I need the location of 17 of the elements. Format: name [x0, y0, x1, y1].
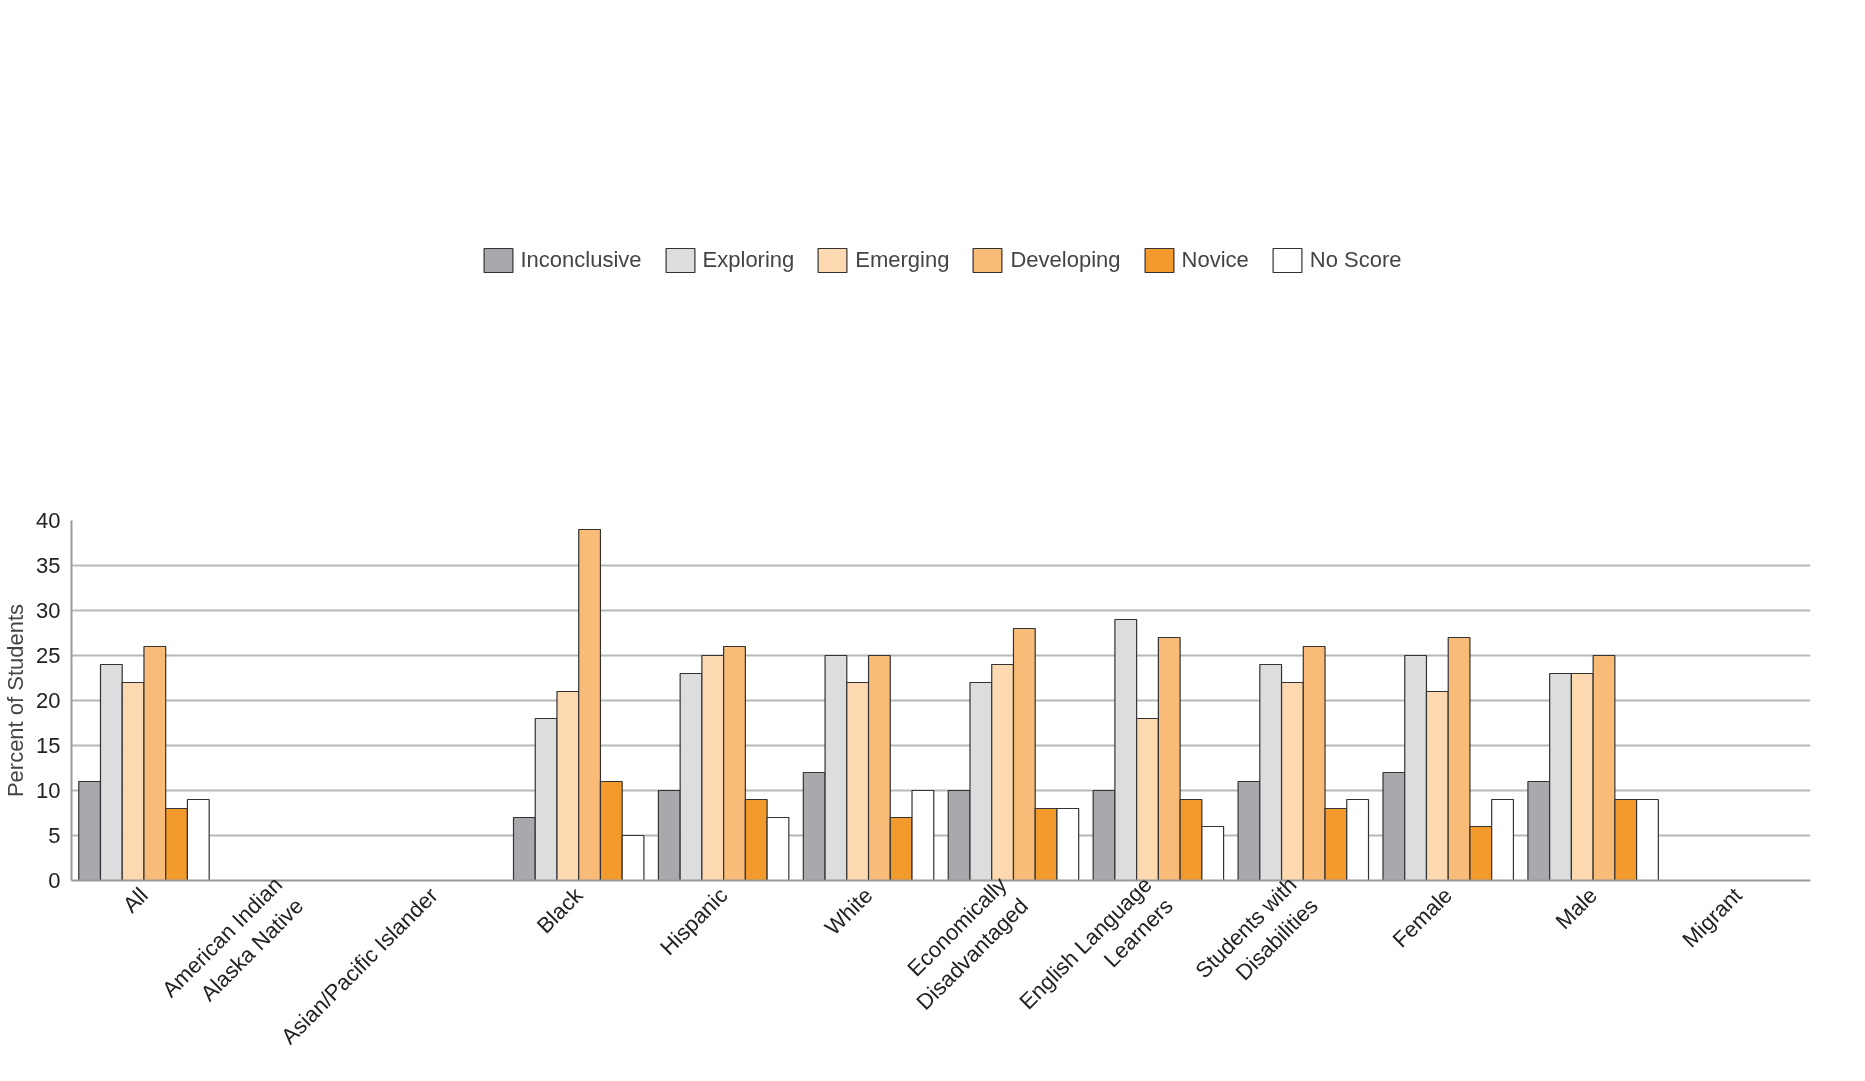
y-tick-label: 35 [36, 553, 61, 578]
y-tick-label: 20 [36, 688, 61, 713]
x-tick-label: All [117, 882, 153, 918]
legend-label: Developing [1010, 247, 1121, 273]
legend-label: Emerging [855, 247, 950, 273]
y-tick-label: 40 [36, 508, 61, 533]
y-axis-title: Percent of Students [3, 603, 29, 798]
legend-label: Inconclusive [520, 247, 642, 273]
y-tick-label: 25 [36, 643, 61, 668]
y-tick-label: 5 [48, 823, 61, 848]
y-tick-label: 15 [36, 733, 61, 758]
legend-label: No Score [1309, 247, 1402, 273]
y-tick-label: 30 [36, 598, 61, 623]
y-tick-label: 10 [36, 778, 61, 803]
legend-label: Exploring [702, 247, 795, 273]
y-tick-label: 0 [48, 868, 61, 893]
legend-label: Novice [1181, 247, 1249, 273]
